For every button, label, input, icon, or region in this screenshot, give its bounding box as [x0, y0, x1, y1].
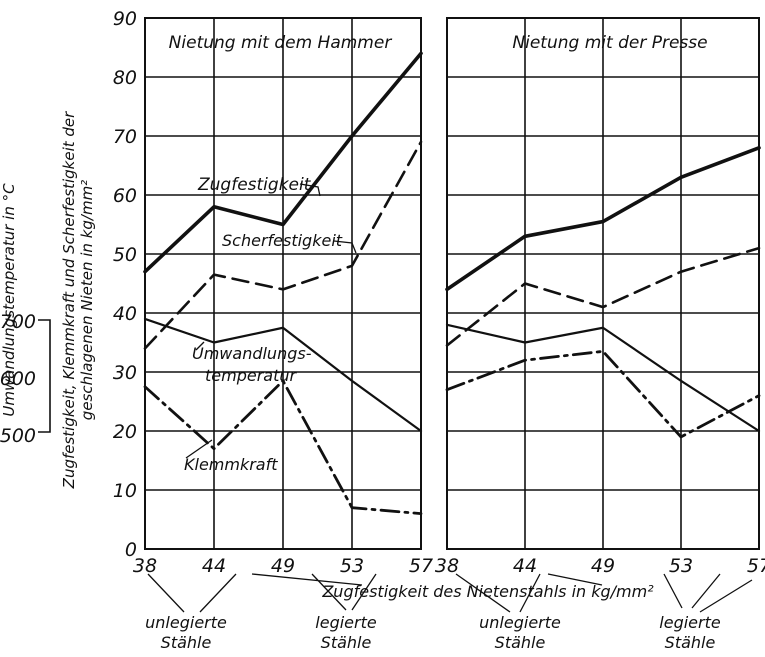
x-tick-49-presse: 49 — [591, 555, 615, 577]
panel-hammer: Nietung mit dem Hammer 38 44 49 53 57 — [133, 17, 433, 577]
panel-presse-frame — [446, 17, 760, 550]
panel-hammer-grid — [145, 18, 421, 549]
x-tick-44-hammer: 44 — [202, 555, 226, 577]
label-umwandlung-1: Umwandlungs- — [192, 344, 312, 363]
group-legiert-2: Stähle — [321, 633, 372, 652]
label-umwandlung-2: temperatur — [205, 366, 298, 385]
group-legiert-p2-1: legierte — [659, 613, 721, 632]
group-brackets: unlegierte Stähle legierte Stähle unlegi… — [145, 573, 753, 652]
panel-presse-series — [445, 146, 761, 439]
x-tick-53-hammer: 53 — [340, 555, 364, 577]
y-tick-labels: 0 10 20 30 40 50 60 70 80 90 — [113, 8, 137, 561]
leader-scherfestigkeit — [333, 240, 357, 254]
y-tick-60: 60 — [113, 185, 137, 207]
y-tick-90: 90 — [113, 8, 137, 30]
panel-presse-title: Nietung mit der Presse — [512, 33, 707, 53]
panel-hammer-x-ticks: 38 44 49 53 57 — [133, 555, 433, 577]
x-tick-38-presse: 38 — [435, 555, 459, 577]
y-tick-20: 20 — [113, 421, 137, 443]
x-tick-38-hammer: 38 — [133, 555, 157, 577]
series-annotations: Zugfestigkeit Scherfestigkeit Umwandlung… — [184, 175, 357, 474]
temp-tick-600: 600 — [0, 368, 36, 390]
temp-tick-500: 500 — [0, 425, 36, 447]
group-legiert-p2-2: Stähle — [665, 633, 716, 652]
series-klemmkraft-hammer — [143, 379, 423, 515]
x-tick-57-hammer: 57 — [409, 555, 433, 577]
x-tick-53-presse: 53 — [669, 555, 693, 577]
temperature-scale: 700 600 500 — [0, 311, 51, 447]
group-leaders-panel1 — [147, 573, 377, 613]
x-tick-57-presse: 57 — [747, 555, 765, 577]
y-axis-label-line2: geschlagenen Nieten in kg/mm² — [78, 180, 96, 420]
series-zugfestigkeit-presse — [445, 146, 761, 292]
group-unlegiert-p2-1: unlegierte — [479, 613, 561, 632]
label-klemmkraft: Klemmkraft — [184, 455, 278, 474]
panel-presse-x-ticks: 38 44 49 53 57 — [435, 555, 765, 577]
panel-hammer-series — [143, 51, 423, 515]
y-tick-70: 70 — [113, 126, 137, 148]
temp-scale-bracket — [38, 319, 51, 433]
panel-presse: Nietung mit der Presse 38 44 49 53 57 — [435, 17, 765, 577]
y-axis-label-line1: Zugfestigkeit, Klemmkraft und Scherfesti… — [60, 111, 78, 489]
panel-presse-grid — [447, 18, 759, 549]
series-scherfestigkeit-presse — [445, 246, 761, 347]
panel-hammer-frame — [144, 17, 422, 550]
y-tick-80: 80 — [113, 67, 137, 89]
y-tick-10: 10 — [113, 480, 137, 502]
group-unlegiert-1: unlegierte — [145, 613, 227, 632]
y-tick-30: 30 — [113, 362, 137, 384]
y-tick-50: 50 — [113, 244, 137, 266]
group-legiert-1: legierte — [315, 613, 377, 632]
group-unlegiert-p2-2: Stähle — [495, 633, 546, 652]
label-zugfestigkeit: Zugfestigkeit — [197, 175, 312, 195]
x-axis-label: Zugfestigkeit des Nietenstahls in kg/mm² — [321, 582, 654, 601]
x-tick-49-hammer: 49 — [271, 555, 295, 577]
temp-tick-700: 700 — [0, 311, 36, 333]
label-scherfestigkeit: Scherfestigkeit — [222, 231, 343, 250]
series-scherfestigkeit-hammer — [143, 140, 423, 350]
leader-klemmkraft — [185, 439, 213, 459]
series-zugfestigkeit-hammer — [143, 51, 423, 274]
leader-zugfestigkeit — [299, 183, 321, 197]
y-tick-40: 40 — [113, 303, 137, 325]
y-tick-0: 0 — [125, 539, 137, 561]
x-tick-44-presse: 44 — [513, 555, 537, 577]
panel-hammer-title: Nietung mit dem Hammer — [169, 33, 393, 53]
series-klemmkraft-presse — [445, 349, 761, 439]
leader-umwandlung — [195, 341, 205, 351]
series-umwandlungstemperatur-hammer — [143, 317, 423, 433]
group-unlegiert-2: Stähle — [161, 633, 212, 652]
temp-axis-label: Umwandlungstemperatur in °C — [0, 183, 18, 417]
group-leaders-panel2 — [455, 573, 753, 613]
series-umwandlungstemperatur-presse — [445, 323, 761, 433]
